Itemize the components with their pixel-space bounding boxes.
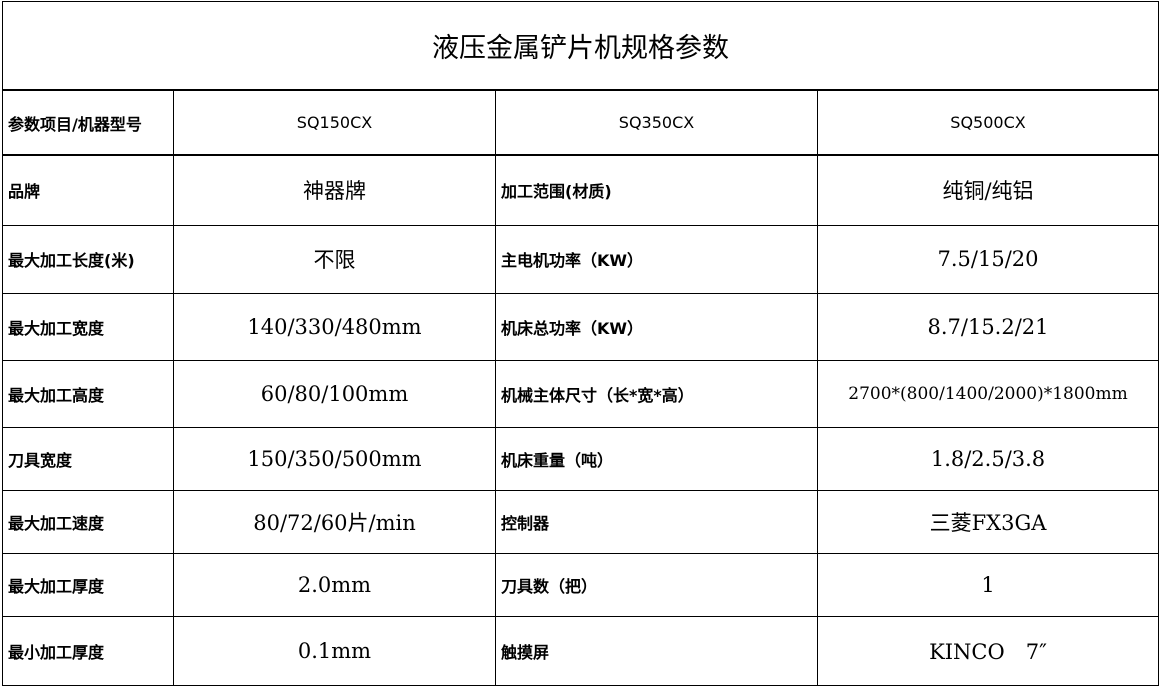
header-label: 参数项目/机器型号 <box>2 89 174 156</box>
param-value: 140/330/480mm <box>173 292 496 361</box>
param-label: 最大加工宽度 <box>2 292 174 361</box>
param-label: 刀具数（把） <box>495 552 818 617</box>
param-label: 触摸屏 <box>495 615 818 686</box>
param-value: 80/72/60片/min <box>173 489 496 554</box>
param-value: 150/350/500mm <box>173 426 496 491</box>
header-row: 参数项目/机器型号 SQ150CX SQ350CX SQ500CX <box>2 89 1159 156</box>
param-value: 7.5/15/20 <box>817 224 1159 294</box>
param-value: 不限 <box>173 224 496 294</box>
param-value: 1 <box>817 552 1159 617</box>
param-value: 2700*(800/1400/2000)*1800mm <box>817 359 1159 428</box>
param-label: 刀具宽度 <box>2 426 174 491</box>
table-row: 品牌 神器牌 加工范围(材质) 纯铜/纯铝 <box>2 154 1159 226</box>
table-row: 最大加工厚度 2.0mm 刀具数（把） 1 <box>2 552 1159 617</box>
model-header: SQ500CX <box>817 89 1159 156</box>
param-label: 机械主体尺寸（长*宽*高） <box>495 359 818 428</box>
param-label: 主电机功率（KW） <box>495 224 818 294</box>
table-row: 最大加工高度 60/80/100mm 机械主体尺寸（长*宽*高） 2700*(800/… <box>2 359 1159 428</box>
model-header: SQ350CX <box>495 89 818 156</box>
table-row: 最大加工速度 80/72/60片/min 控制器 三菱FX3GA <box>2 489 1159 554</box>
param-value: 神器牌 <box>173 154 496 226</box>
table-row: 最大加工宽度 140/330/480mm 机床总功率（KW） 8.7/15.2/21 <box>2 292 1159 361</box>
param-label: 控制器 <box>495 489 818 554</box>
param-value: 0.1mm <box>173 615 496 686</box>
param-label: 品牌 <box>2 154 174 226</box>
table-row: 刀具宽度 150/350/500mm 机床重量（吨） 1.8/2.5/3.8 <box>2 426 1159 491</box>
table-row: 最大加工长度(米) 不限 主电机功率（KW） 7.5/15/20 <box>2 224 1159 294</box>
param-label: 机床重量（吨） <box>495 426 818 491</box>
param-label: 最大加工高度 <box>2 359 174 428</box>
param-label: 最大加工速度 <box>2 489 174 554</box>
param-value: 1.8/2.5/3.8 <box>817 426 1159 491</box>
param-value: 三菱FX3GA <box>817 489 1159 554</box>
param-value: 2.0mm <box>173 552 496 617</box>
param-value: KINCO 7″ <box>817 615 1159 686</box>
param-value: 60/80/100mm <box>173 359 496 428</box>
param-value: 8.7/15.2/21 <box>817 292 1159 361</box>
page-title: 液压金属铲片机规格参数 <box>2 1 1159 91</box>
param-label: 最大加工厚度 <box>2 552 174 617</box>
param-label: 最小加工厚度 <box>2 615 174 686</box>
param-label: 加工范围(材质) <box>495 154 818 226</box>
param-label: 最大加工长度(米) <box>2 224 174 294</box>
model-header: SQ150CX <box>173 89 496 156</box>
table-row: 最小加工厚度 0.1mm 触摸屏 KINCO 7″ <box>2 615 1159 686</box>
param-label: 机床总功率（KW） <box>495 292 818 361</box>
title-row: 液压金属铲片机规格参数 <box>2 1 1159 91</box>
param-value: 纯铜/纯铝 <box>817 154 1159 226</box>
